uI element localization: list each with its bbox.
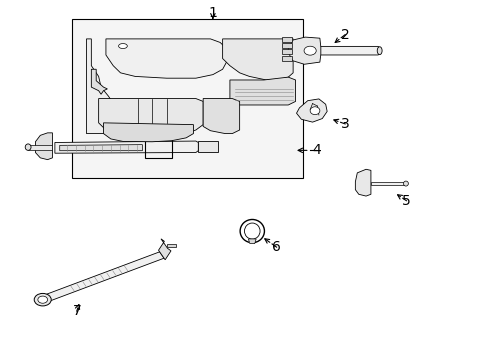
Polygon shape xyxy=(282,37,291,42)
Bar xyxy=(72,19,302,178)
Text: 4: 4 xyxy=(311,143,320,157)
Ellipse shape xyxy=(403,181,407,186)
Polygon shape xyxy=(248,239,256,244)
Polygon shape xyxy=(222,39,292,80)
Polygon shape xyxy=(282,43,291,48)
Polygon shape xyxy=(86,39,125,134)
Polygon shape xyxy=(166,244,176,247)
Ellipse shape xyxy=(240,220,264,243)
Text: 7: 7 xyxy=(72,304,81,318)
Ellipse shape xyxy=(118,44,127,49)
Polygon shape xyxy=(106,39,227,78)
Ellipse shape xyxy=(376,47,381,55)
Polygon shape xyxy=(282,49,291,54)
Ellipse shape xyxy=(25,144,31,150)
Ellipse shape xyxy=(309,107,319,114)
Text: 5: 5 xyxy=(401,194,410,208)
Polygon shape xyxy=(91,69,107,94)
Text: 6: 6 xyxy=(272,240,281,254)
Polygon shape xyxy=(41,252,163,303)
Polygon shape xyxy=(35,133,52,159)
Polygon shape xyxy=(203,99,239,134)
Polygon shape xyxy=(370,182,404,185)
Polygon shape xyxy=(55,141,198,153)
Polygon shape xyxy=(282,57,291,62)
Polygon shape xyxy=(319,46,378,55)
Polygon shape xyxy=(158,239,171,260)
Polygon shape xyxy=(355,169,370,196)
Ellipse shape xyxy=(244,223,260,239)
Polygon shape xyxy=(198,141,217,153)
Text: 1: 1 xyxy=(208,6,217,20)
Polygon shape xyxy=(296,99,326,122)
Ellipse shape xyxy=(304,46,316,55)
Ellipse shape xyxy=(38,296,47,303)
Polygon shape xyxy=(287,37,320,64)
Text: 2: 2 xyxy=(340,28,349,42)
Polygon shape xyxy=(249,242,255,244)
Polygon shape xyxy=(229,77,295,105)
Text: 3: 3 xyxy=(340,117,349,131)
Polygon shape xyxy=(60,145,142,151)
Polygon shape xyxy=(28,145,52,150)
Polygon shape xyxy=(99,99,203,134)
Polygon shape xyxy=(103,123,193,142)
Ellipse shape xyxy=(34,293,51,306)
